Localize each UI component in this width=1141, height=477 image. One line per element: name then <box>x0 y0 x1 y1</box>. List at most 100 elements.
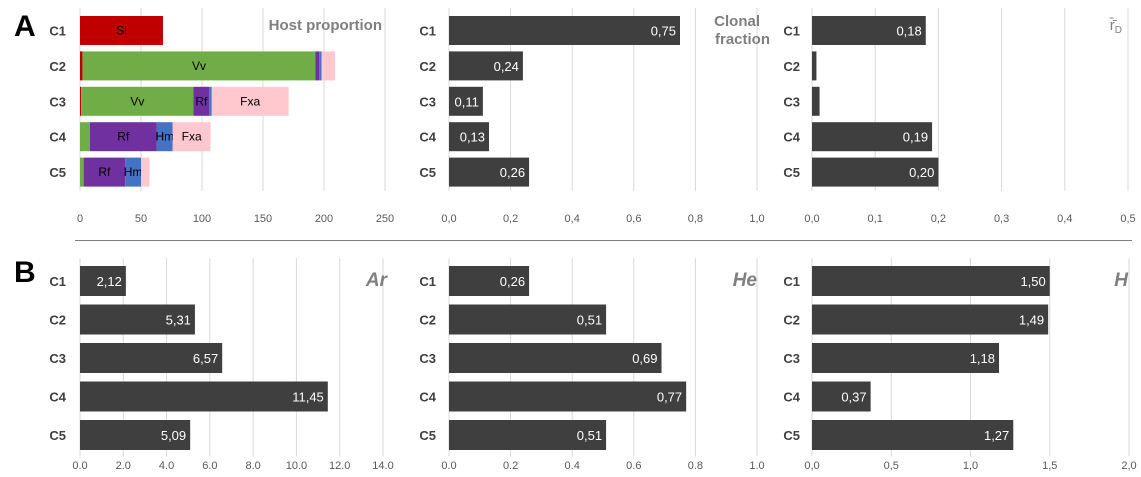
panel-letter-a: A <box>14 10 36 43</box>
bar-segment-sl <box>80 16 163 45</box>
bar <box>449 343 662 373</box>
tick-label: 0,0 <box>804 213 819 225</box>
segment-label: Rf <box>117 130 130 144</box>
chart-title: He <box>733 270 758 291</box>
tick-label: 100 <box>193 213 211 225</box>
bar <box>80 304 195 335</box>
category-label: C5 <box>419 428 436 443</box>
bar <box>812 51 817 81</box>
bar <box>80 266 126 296</box>
tick-label: 50 <box>135 213 147 225</box>
bar <box>449 381 687 412</box>
category-label: C1 <box>783 274 800 289</box>
bar-segment-hm <box>125 157 141 187</box>
data-label: 0,13 <box>460 130 485 145</box>
chart-title: H <box>1114 270 1129 291</box>
tick-label: 1.0 <box>749 460 764 472</box>
category-label: C3 <box>49 94 66 109</box>
category-label: C4 <box>419 390 436 405</box>
chart-he: 0.0 0.2 0.4 0.6 0.8 1.0 C1 0,26 C2 0,51 C3 0,69 C4 0,… <box>419 258 765 472</box>
chart-title: Clonal fraction <box>714 13 770 48</box>
category-label: C2 <box>419 313 436 328</box>
bar-segment-rf <box>315 51 320 81</box>
bar-segment-sl <box>80 86 82 116</box>
bar <box>812 420 1014 450</box>
segment-label: Rf <box>195 94 208 108</box>
data-label: 1,27 <box>984 428 1009 443</box>
bar-segment-rf <box>83 157 126 187</box>
category-label: C1 <box>419 24 436 39</box>
segment-label: Hm <box>155 130 174 144</box>
bar-segment-fxa <box>321 51 335 81</box>
category-label: C1 <box>49 24 66 39</box>
data-label: 5,31 <box>166 313 191 328</box>
tick-label: 200 <box>315 213 333 225</box>
chart-title: r̄̄D <box>1109 17 1122 36</box>
category-label: C5 <box>783 428 800 443</box>
data-label: 5,09 <box>161 428 186 443</box>
bar-segment-hm <box>209 86 212 116</box>
tick-label: 0.0 <box>72 460 87 472</box>
category-label: C3 <box>49 351 66 366</box>
bar <box>449 86 483 116</box>
bar <box>812 343 1000 373</box>
data-label: 11,45 <box>292 390 324 405</box>
data-label: 0,26 <box>500 274 525 289</box>
data-label: 0,20 <box>909 165 934 180</box>
data-label: 1,50 <box>1020 274 1045 289</box>
bar <box>812 157 939 187</box>
data-label: 0,26 <box>500 165 525 180</box>
category-label: C2 <box>419 59 436 74</box>
tick-label: 8.0 <box>245 460 260 472</box>
tick-label: 0.4 <box>565 460 580 472</box>
tick-label: 1,0 <box>963 460 978 472</box>
chart-h: 0,0 0,5 1,0 1,5 2,0 C1 1,50 C2 1,49 C3 1,18 C4 0,37 C… <box>783 258 1137 472</box>
tick-label: 0.8 <box>688 460 703 472</box>
tick-label: 0,0 <box>441 213 456 225</box>
category-label: C1 <box>419 274 436 289</box>
category-label: C3 <box>419 351 436 366</box>
chart-rd: 0,0 0,1 0,2 0,3 0,4 0,5 C1 0,18 C2 C3 C4 0,19 C5 0,20… <box>783 8 1136 225</box>
chart-ar: 0.0 2.0 4.0 6.0 8.0 10.0 12.0 14.0 C1 2,12 C2 5,31 C… <box>49 258 394 472</box>
segment-label: Vv <box>192 59 206 73</box>
tick-label: 2,0 <box>1121 460 1136 472</box>
bar-segment-vv <box>82 51 316 81</box>
bar-segment-rf <box>193 86 210 116</box>
category-label: C1 <box>783 24 800 39</box>
segment-label: Rf <box>98 165 111 179</box>
bar <box>80 381 328 412</box>
chart-title: Host proportion <box>269 17 382 34</box>
category-label: C3 <box>419 94 436 109</box>
category-label: C5 <box>49 428 66 443</box>
bar-segment-fxa <box>172 122 211 152</box>
category-label: C5 <box>49 165 66 180</box>
data-label: 0,69 <box>632 351 657 366</box>
category-label: C5 <box>783 165 800 180</box>
bar <box>449 420 607 450</box>
data-label: 2,12 <box>97 274 122 289</box>
bar <box>812 266 1050 296</box>
bar <box>449 16 680 45</box>
category-label: C4 <box>49 130 66 145</box>
tick-label: 0,2 <box>503 213 518 225</box>
tick-label: 250 <box>376 213 394 225</box>
tick-label: 0.2 <box>503 460 518 472</box>
category-label: C1 <box>49 274 66 289</box>
tick-label: 0,1 <box>868 213 883 225</box>
category-label: C2 <box>783 313 800 328</box>
category-label: C2 <box>783 59 800 74</box>
category-label: C3 <box>783 351 800 366</box>
category-label: C4 <box>49 390 66 405</box>
data-label: 6,57 <box>193 351 218 366</box>
tick-label: 150 <box>254 213 272 225</box>
tick-label: 0,2 <box>931 213 946 225</box>
bar-segment-fxa <box>141 157 150 187</box>
tick-label: 0,8 <box>688 213 703 225</box>
tick-label: 0,4 <box>1057 213 1072 225</box>
bar-segment-fxa <box>211 86 289 116</box>
bar <box>80 420 191 450</box>
bar <box>812 122 933 152</box>
data-label: 0,11 <box>455 94 479 109</box>
data-label: 0,51 <box>577 313 602 328</box>
